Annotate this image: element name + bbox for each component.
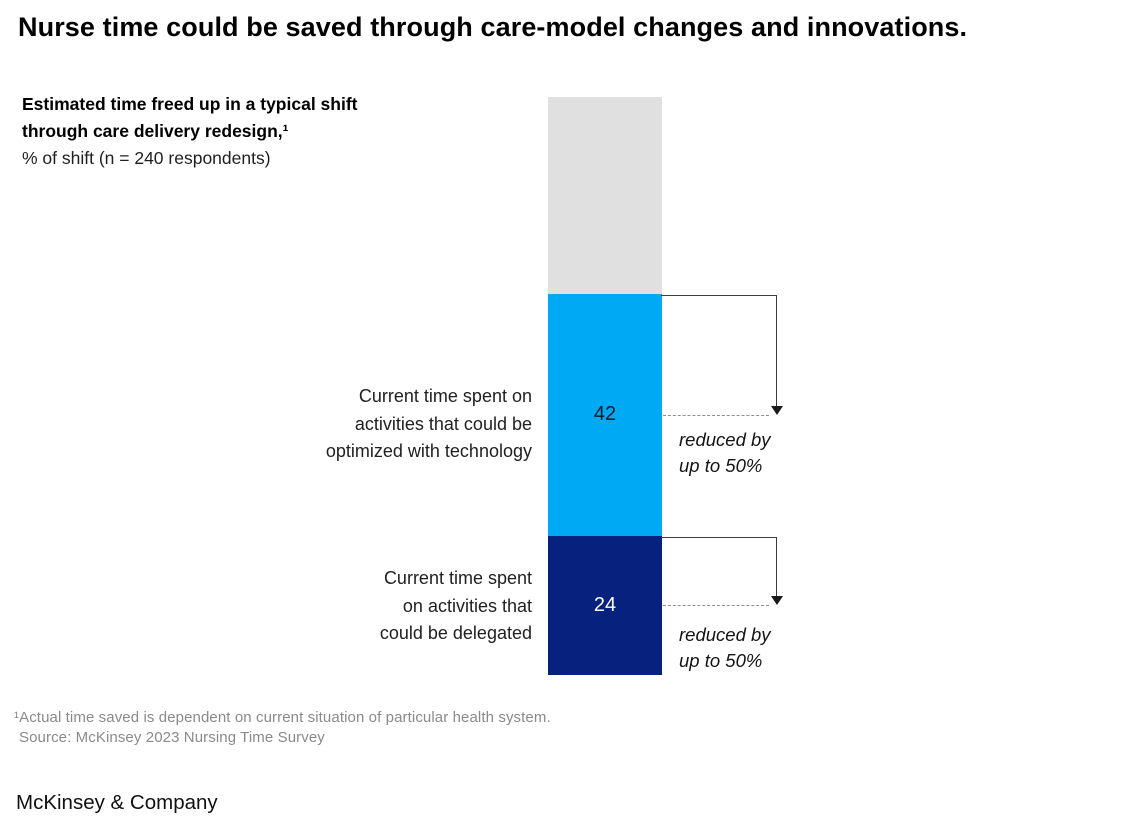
dashed-leader-line [663, 415, 769, 416]
mckinsey-logo: McKinsey & Company [16, 791, 218, 814]
category-label-delegatable: Current time spent on activities that co… [379, 568, 532, 643]
down-arrow-icon [771, 406, 783, 415]
bar-segment-optimizable: 42 [548, 293, 662, 537]
chart-subtitle: Estimated time freed up in a typical shi… [22, 91, 358, 172]
category-label-optimizable: Current time spent on activities that co… [325, 386, 532, 461]
page-title: Nurse time could be saved through care-m… [18, 12, 968, 42]
bar-segment-delegatable: 24 [548, 536, 662, 675]
chart-subtitle-bold: Estimated time freed up in a typical shi… [22, 94, 358, 141]
reduction-annotation-delegatable: reduced by up to 50% [679, 624, 771, 671]
source-text: Source: McKinsey 2023 Nursing Time Surve… [19, 729, 325, 746]
dashed-leader-line [663, 605, 769, 606]
footnote-text: ¹Actual time saved is dependent on curre… [14, 709, 551, 726]
stacked-bar: 42 24 [548, 97, 662, 675]
reduction-annotation-optimizable: reduced by up to 50% [679, 429, 771, 476]
reduction-bracket-optimizable [661, 295, 777, 407]
value-label-delegatable: 24 [593, 594, 617, 617]
down-arrow-icon [771, 596, 783, 605]
bar-segment-remaining [548, 97, 662, 294]
reduction-bracket-delegatable [661, 537, 777, 597]
value-label-optimizable: 42 [593, 403, 617, 426]
chart-subtitle-unit: % of shift (n = 240 respondents) [22, 148, 271, 168]
